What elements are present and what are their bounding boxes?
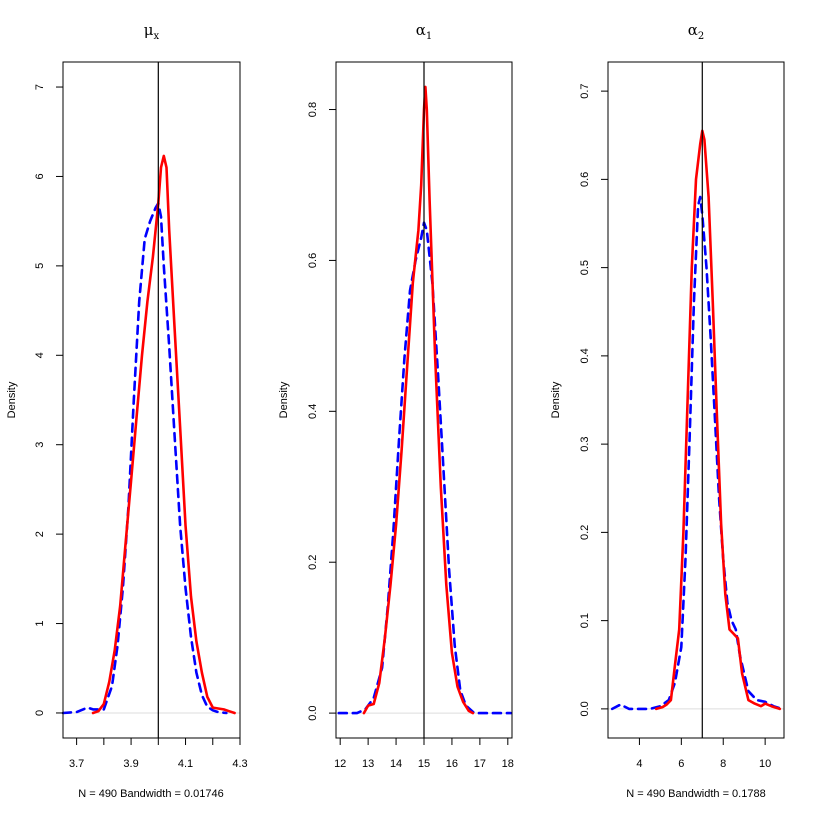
x-tick-label: 14	[390, 758, 402, 770]
chart-title-subscript: 2	[698, 31, 704, 42]
chart-title: α1	[416, 21, 433, 42]
y-tick-label: 0.2	[307, 555, 319, 570]
y-tick-label: 0.4	[579, 348, 591, 363]
y-tick-label: 4	[34, 352, 46, 358]
x-axis: 3.7 3.9 4.1 4.3	[69, 737, 248, 770]
y-tick-label: 1	[34, 620, 46, 626]
y-tick-label: 0.2	[579, 525, 591, 540]
y-tick-label: 7	[34, 84, 46, 90]
y-axis-label: Density	[6, 381, 18, 418]
x-tick-label: 10	[759, 758, 771, 770]
y-tick-label: 5	[34, 263, 46, 269]
x-tick-label: 4.1	[178, 758, 193, 770]
chart-title-subscript: x	[154, 31, 160, 42]
y-tick-label: 0	[34, 710, 46, 716]
chart-panel-3: 4 6 8 10 0.0 0.1 0.2 0.3 0.4 0.5 0.6 0.7 Density α2 N …	[550, 21, 785, 800]
y-tick-label: 0.5	[579, 260, 591, 275]
x-tick-label: 18	[502, 758, 514, 770]
y-tick-label: 2	[34, 531, 46, 537]
plot-frame	[607, 61, 785, 739]
y-tick-label: 0.6	[579, 172, 591, 187]
x-tick-label: 17	[474, 758, 486, 770]
y-axis: 0.0 0.1 0.2 0.3 0.4 0.5 0.6 0.7	[579, 83, 609, 717]
density-curve-solid	[362, 85, 475, 715]
density-curve-dashed	[61, 202, 228, 715]
chart-title-subscript: 1	[426, 31, 432, 42]
y-tick-label: 0.6	[307, 253, 319, 268]
x-tick-label: 13	[362, 758, 374, 770]
x-axis: 12 13 14 15 16 17 18	[334, 737, 514, 770]
x-axis: 4 6 8 10	[636, 737, 771, 770]
y-tick-label: 0.0	[307, 705, 319, 720]
density-curve-dashed	[610, 195, 784, 711]
chart-title: μx	[144, 21, 160, 42]
chart-title-main: μ	[144, 21, 154, 39]
x-tick-label: 16	[446, 758, 458, 770]
chart-title-main: α	[688, 21, 698, 39]
y-tick-label: 0.3	[579, 436, 591, 451]
x-tick-label: 3.9	[123, 758, 138, 770]
x-tick-label: 8	[720, 758, 726, 770]
y-axis-label: Density	[550, 381, 562, 418]
density-curve-solid	[654, 129, 782, 711]
chart-title: α2	[688, 21, 705, 42]
y-tick-label: 0.8	[307, 102, 319, 117]
y-tick-label: 3	[34, 442, 46, 448]
x-tick-label: 4	[636, 758, 642, 770]
x-tick-label: 4.3	[232, 758, 247, 770]
x-tick-label: 12	[334, 758, 346, 770]
x-tick-label: 3.7	[69, 758, 84, 770]
chart-panel-1: 3.7 3.9 4.1 4.3 0 1 2 3 4 5 6 7 Density μx N = 490 Ban…	[6, 21, 248, 800]
y-tick-label: 0.4	[307, 404, 319, 419]
y-axis-label: Density	[278, 381, 290, 418]
x-tick-label: 6	[678, 758, 684, 770]
plot-frame	[62, 61, 241, 739]
y-tick-label: 0.0	[579, 701, 591, 716]
chart-panel-2: 12 13 14 15 16 17 18 0.0 0.2 0.4 0.6 0.8 Density α1	[278, 21, 514, 770]
y-tick-label: 0.7	[579, 83, 591, 98]
y-tick-label: 0.1	[579, 613, 591, 628]
y-tick-label: 6	[34, 173, 46, 179]
chart-title-main: α	[416, 21, 426, 39]
density-curve-solid	[91, 154, 236, 715]
density-curve-dashed	[337, 221, 512, 715]
x-axis-label: N = 490 Bandwidth = 0.01746	[78, 788, 224, 800]
x-tick-label: 15	[418, 758, 430, 770]
x-axis-label: N = 490 Bandwidth = 0.1788	[626, 788, 765, 800]
y-axis: 0 1 2 3 4 5 6 7	[34, 84, 64, 716]
y-axis: 0.0 0.2 0.4 0.6 0.8	[307, 102, 337, 721]
